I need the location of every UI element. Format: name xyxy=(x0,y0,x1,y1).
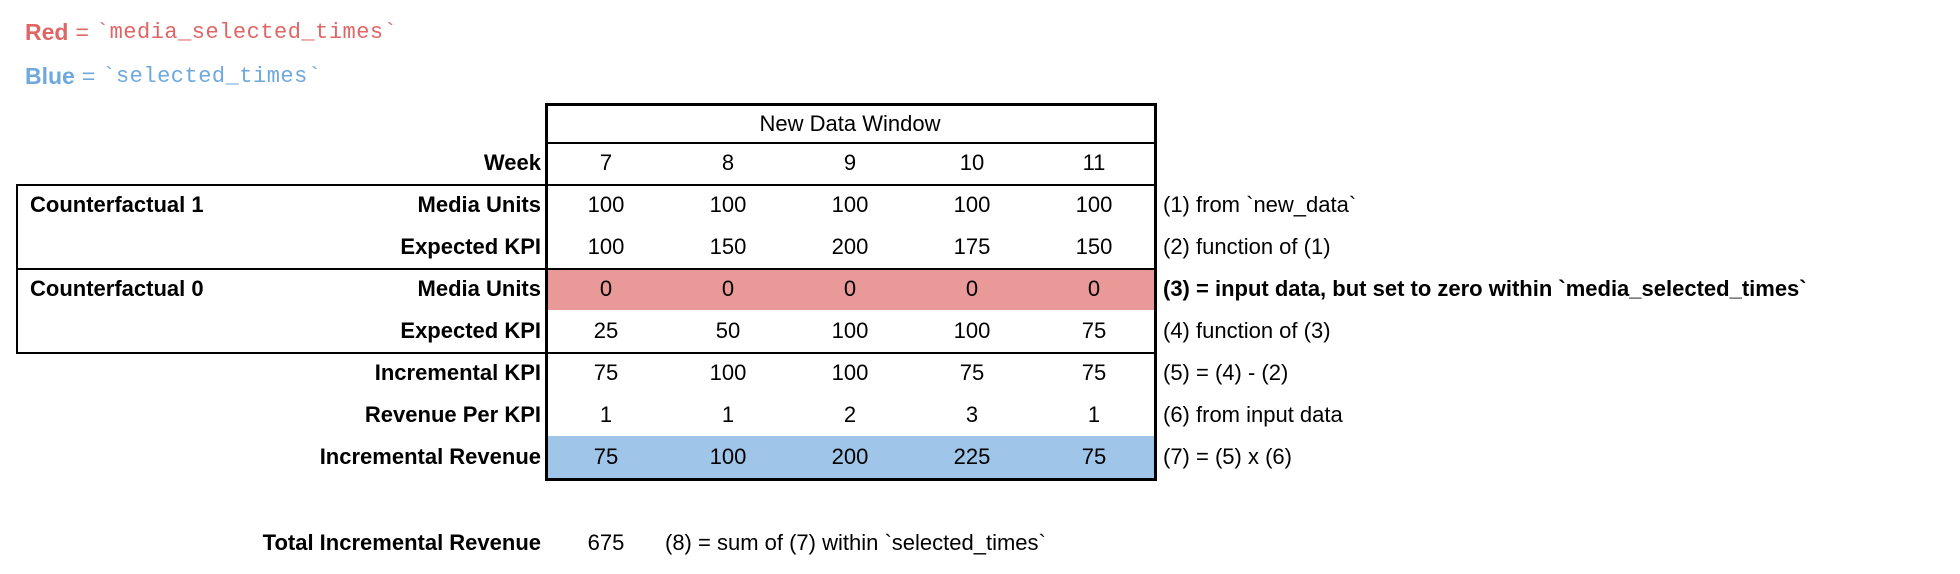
row-label: Incremental KPI xyxy=(374,360,541,385)
grid-right-border xyxy=(1154,103,1157,481)
row-label: Expected KPI xyxy=(400,234,541,259)
week-number-cell: 10 xyxy=(959,150,985,175)
header-divider xyxy=(545,142,1157,144)
value-cell: 200 xyxy=(831,234,869,259)
value-cell: 75 xyxy=(1081,444,1107,469)
value-cell: 3 xyxy=(965,402,979,427)
value-cell: 100 xyxy=(831,360,869,385)
week-row-label: Week xyxy=(483,150,541,175)
grid-left-border xyxy=(545,103,548,481)
row-annotation: (4) function of (3) xyxy=(1163,318,1331,343)
row-values: 75 100 200 225 75 xyxy=(545,436,1155,478)
row-annotation: (6) from input data xyxy=(1163,402,1343,427)
week-number-cell: 9 xyxy=(843,150,857,175)
value-cell: 100 xyxy=(831,318,869,343)
value-cell: 50 xyxy=(715,318,741,343)
row-label: Expected KPI xyxy=(400,318,541,343)
value-cell: 100 xyxy=(953,318,991,343)
counterfactual-divider xyxy=(16,268,1157,270)
row-values: 1 1 2 3 1 xyxy=(545,394,1155,436)
legend-code-identifier: `selected_times` xyxy=(102,63,322,89)
table-row: Counterfactual 1 Media Units 100 100 100 100 1… xyxy=(0,184,1960,226)
grid-bottom-border xyxy=(545,478,1157,481)
value-cell: 100 xyxy=(1075,192,1113,217)
value-cell: 0 xyxy=(599,276,613,301)
value-cell: 1 xyxy=(599,402,613,427)
legend-code-identifier: `media_selected_times` xyxy=(95,19,398,45)
value-cell: 175 xyxy=(953,234,991,259)
value-cell: 100 xyxy=(709,444,747,469)
week-divider xyxy=(16,184,1157,186)
label-box-left-border xyxy=(16,184,18,354)
value-cell: 0 xyxy=(965,276,979,301)
row-label: Revenue Per KPI xyxy=(364,402,541,427)
table-row: Counterfactual 0 Media Units 0 0 0 0 0 (3) = in… xyxy=(0,268,1960,310)
table-row: Expected KPI 25 50 100 100 75 (4) function of … xyxy=(0,310,1960,352)
value-cell: 150 xyxy=(1075,234,1113,259)
legend-color-word: Blue xyxy=(25,62,75,89)
week-number-cell: 7 xyxy=(599,150,613,175)
value-cell: 0 xyxy=(721,276,735,301)
row-values: 100 100 100 100 100 xyxy=(545,184,1155,226)
total-value: 675 xyxy=(587,530,625,555)
value-cell: 100 xyxy=(831,192,869,217)
value-cell: 25 xyxy=(593,318,619,343)
value-cell: 150 xyxy=(709,234,747,259)
row-group-label: Counterfactual 1 xyxy=(30,192,204,217)
total-row: Total Incremental Revenue 675 (8) = sum … xyxy=(0,522,1960,564)
week-number-cell: 11 xyxy=(1082,150,1106,175)
row-annotation: (3) = input data, but set to zero within… xyxy=(1163,276,1807,301)
value-cell: 75 xyxy=(593,360,619,385)
value-cell: 75 xyxy=(1081,360,1107,385)
value-cell: 2 xyxy=(843,402,857,427)
row-values: 75 100 100 75 75 xyxy=(545,352,1155,394)
week-number-cell: 8 xyxy=(721,150,735,175)
table-header-label: New Data Window xyxy=(759,111,941,136)
table-row: Incremental Revenue 75 100 200 225 75 (7) = (5… xyxy=(0,436,1960,478)
row-group-label: Counterfactual 0 xyxy=(30,276,204,301)
legend-line-red: Red = `media_selected_times` xyxy=(25,17,397,47)
week-numbers: 7 8 9 10 11 xyxy=(545,142,1155,184)
value-cell: 75 xyxy=(1081,318,1107,343)
value-cell: 0 xyxy=(843,276,857,301)
row-annotation: (7) = (5) x (6) xyxy=(1163,444,1292,469)
total-label: Total Incremental Revenue xyxy=(262,530,541,555)
table-header-new-data-window: New Data Window xyxy=(545,103,1155,142)
value-cell: 1 xyxy=(721,402,735,427)
table-row: Revenue Per KPI 1 1 2 3 1 (6) from input data xyxy=(0,394,1960,436)
total-annotation: (8) = sum of (7) within `selected_times` xyxy=(665,530,1046,555)
legend-color-word: Red xyxy=(25,18,69,45)
legend-equals-sign: = xyxy=(81,62,96,89)
counterfactual0-bottom xyxy=(16,352,1157,354)
row-annotation: (1) from `new_data` xyxy=(1163,192,1357,217)
value-cell: 75 xyxy=(959,360,985,385)
value-cell: 1 xyxy=(1087,402,1101,427)
row-annotation: (5) = (4) - (2) xyxy=(1163,360,1289,385)
value-cell: 100 xyxy=(587,192,625,217)
row-label: Media Units xyxy=(417,276,541,301)
row-values: 25 50 100 100 75 xyxy=(545,310,1155,352)
row-annotation: (2) function of (1) xyxy=(1163,234,1331,259)
row-values: 100 150 200 175 150 xyxy=(545,226,1155,268)
value-cell: 200 xyxy=(831,444,869,469)
legend-line-blue: Blue = `selected_times` xyxy=(25,61,322,91)
row-values: 0 0 0 0 0 xyxy=(545,268,1155,310)
value-cell: 75 xyxy=(593,444,619,469)
value-cell: 100 xyxy=(953,192,991,217)
legend-equals-sign: = xyxy=(75,18,89,45)
value-cell: 100 xyxy=(709,192,747,217)
week-header-row: Week 7 8 9 10 11 xyxy=(0,142,1960,184)
grid-top-border xyxy=(545,103,1157,106)
row-label: Media Units xyxy=(417,192,541,217)
row-label: Incremental Revenue xyxy=(319,444,541,469)
value-cell: 100 xyxy=(587,234,625,259)
table-row: Expected KPI 100 150 200 175 150 (2) function … xyxy=(0,226,1960,268)
table-row: Incremental KPI 75 100 100 75 75 (5) = (4) - (… xyxy=(0,352,1960,394)
value-cell: 225 xyxy=(953,444,991,469)
value-cell: 0 xyxy=(1087,276,1101,301)
value-cell: 100 xyxy=(709,360,747,385)
